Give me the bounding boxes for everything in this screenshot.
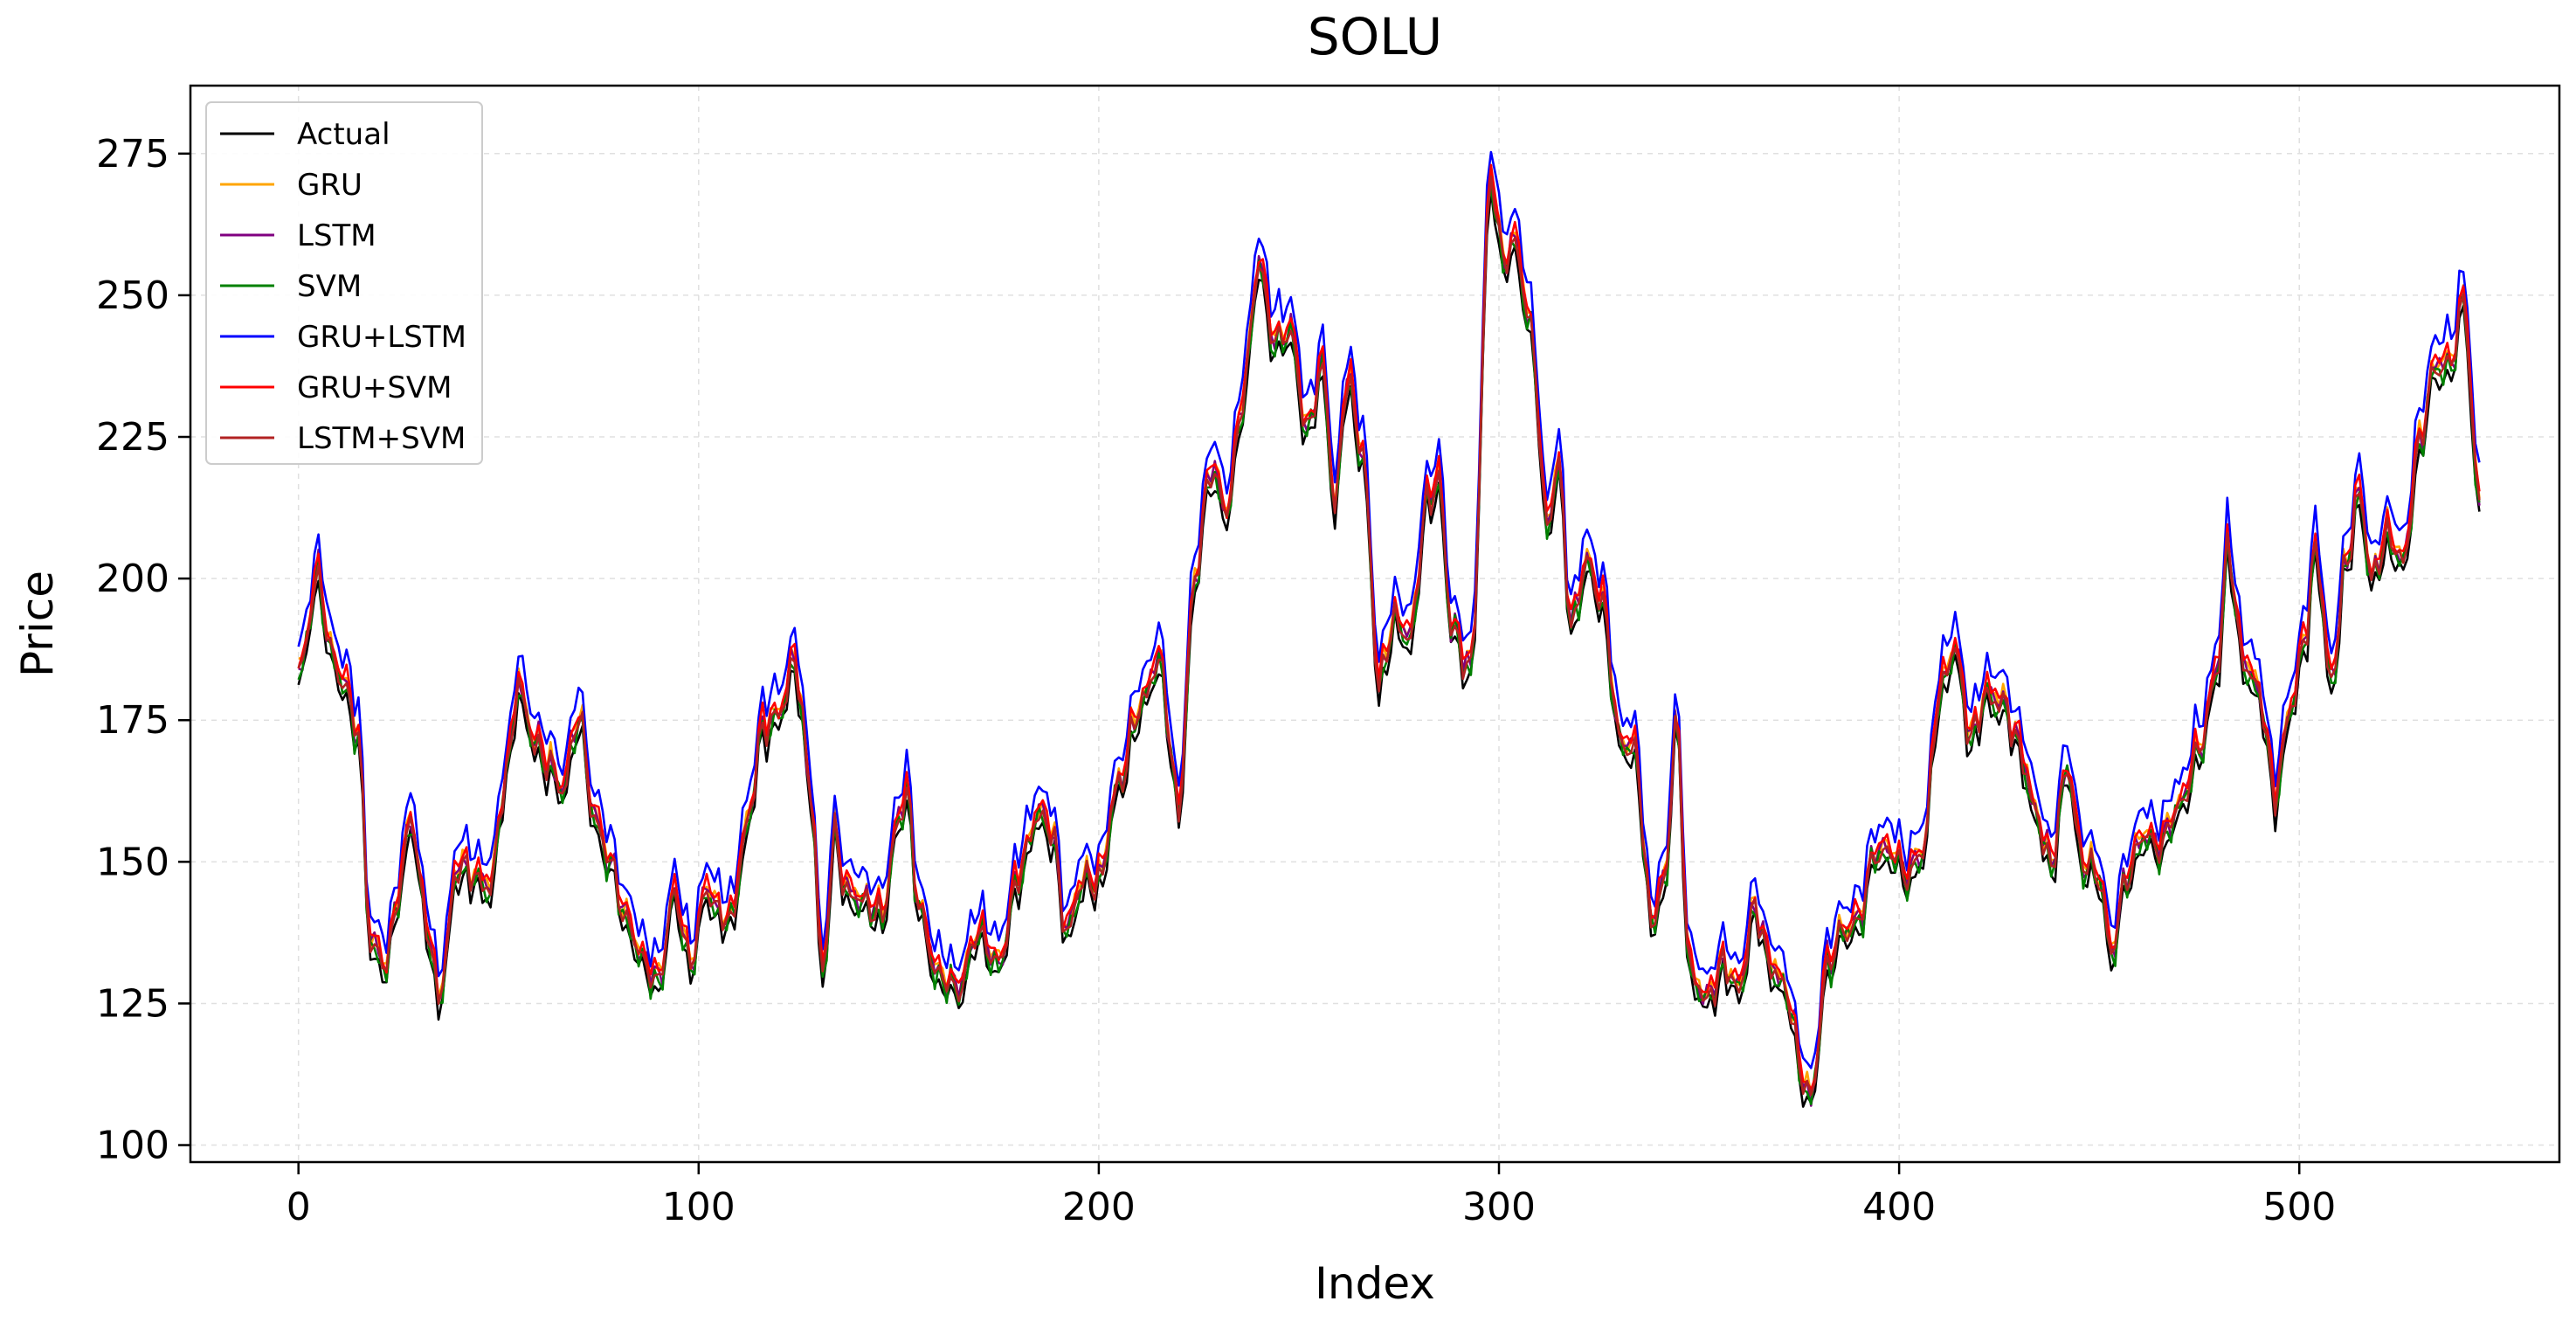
x-tick-label: 300 bbox=[1462, 1185, 1536, 1229]
y-tick-label: 250 bbox=[96, 273, 169, 318]
legend-label: Actual bbox=[297, 117, 390, 152]
axis-ticks: 0 100 200 300 400 500 100 125 150 175 200 225 250 275 bbox=[96, 132, 2336, 1229]
chart-title: SOLU bbox=[1308, 7, 1442, 66]
x-axis-label: Index bbox=[1315, 1258, 1435, 1309]
series-line-gru-plus-lstm bbox=[297, 150, 2481, 1069]
x-tick-label: 0 bbox=[287, 1185, 311, 1229]
x-tick-label: 500 bbox=[2262, 1185, 2336, 1229]
legend-label: GRU+LSTM bbox=[297, 320, 466, 355]
y-tick-label: 175 bbox=[96, 698, 169, 743]
legend-label: GRU+SVM bbox=[297, 370, 452, 405]
y-tick-label: 275 bbox=[96, 132, 169, 176]
legend-label: GRU bbox=[297, 168, 363, 203]
legend-label: SVM bbox=[297, 269, 362, 304]
legend: Actual GRU LSTM SVM GRU+LSTM GRU+SVM LSTM+SVM bbox=[205, 101, 483, 465]
y-axis-label: Price bbox=[12, 571, 63, 677]
y-tick-label: 200 bbox=[96, 557, 169, 601]
x-tick-label: 400 bbox=[1862, 1185, 1936, 1229]
y-tick-label: 150 bbox=[96, 840, 169, 884]
series-line-lstm-plus-svm bbox=[297, 175, 2481, 1097]
x-tick-label: 100 bbox=[662, 1185, 736, 1229]
grid bbox=[190, 86, 2559, 1162]
legend-label: LSTM+SVM bbox=[297, 421, 466, 456]
legend-label: LSTM bbox=[297, 218, 376, 253]
plot-frame bbox=[189, 84, 2561, 1164]
x-tick-label: 200 bbox=[1062, 1185, 1136, 1229]
y-tick-label: 125 bbox=[96, 981, 169, 1026]
series-lines bbox=[297, 150, 2481, 1108]
legend-box bbox=[205, 101, 483, 465]
y-tick-label: 100 bbox=[96, 1124, 169, 1168]
y-tick-label: 225 bbox=[96, 415, 169, 460]
